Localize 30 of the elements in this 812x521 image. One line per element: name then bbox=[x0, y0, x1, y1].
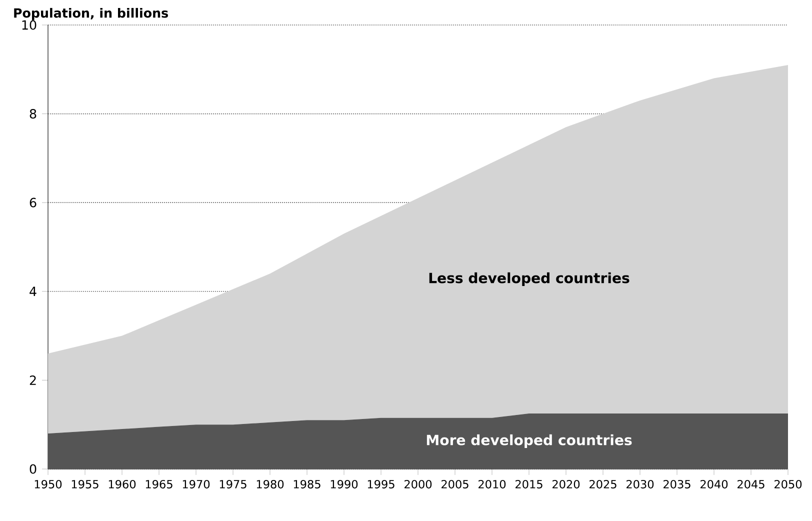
y-tick-label: 4 bbox=[30, 286, 36, 296]
x-tick-label: 1960 bbox=[108, 480, 136, 488]
x-tick-label: 2025 bbox=[590, 480, 616, 488]
x-tick-label: 2020 bbox=[552, 480, 580, 488]
series-label: More developed countries bbox=[426, 434, 632, 448]
chart-title: Population, in billions bbox=[14, 8, 168, 20]
x-tick-label: 2015 bbox=[516, 480, 542, 488]
x-tick-label: 1995 bbox=[368, 480, 394, 488]
x-tick-label: 1950 bbox=[34, 480, 62, 488]
x-tick-label: 1985 bbox=[294, 480, 320, 488]
x-tick-label: 2005 bbox=[442, 480, 468, 488]
x-tick-label: 2000 bbox=[404, 480, 432, 488]
x-tick-label: 1970 bbox=[182, 480, 210, 488]
y-tick-label: 10 bbox=[22, 20, 36, 30]
x-tick-label: 1965 bbox=[146, 480, 172, 488]
x-tick-label: 1980 bbox=[256, 480, 284, 488]
y-tick-label: 8 bbox=[30, 109, 36, 119]
x-tick-label: 2010 bbox=[478, 480, 506, 488]
x-tick-label: 1990 bbox=[330, 480, 358, 488]
x-tick-label: 2030 bbox=[626, 480, 654, 488]
y-tick-label: 2 bbox=[30, 375, 36, 385]
y-tick-label: 6 bbox=[30, 198, 36, 208]
series-label: Less developed countries bbox=[429, 272, 630, 286]
x-tick-label: 2050 bbox=[774, 480, 802, 488]
x-tick-label: 1955 bbox=[72, 480, 98, 488]
x-tick-label: 2045 bbox=[738, 480, 764, 488]
x-tick-label: 2035 bbox=[664, 480, 690, 488]
x-tick-label: 2040 bbox=[700, 480, 728, 488]
x-tick-label: 1975 bbox=[220, 480, 246, 488]
y-tick-label: 0 bbox=[30, 464, 36, 474]
